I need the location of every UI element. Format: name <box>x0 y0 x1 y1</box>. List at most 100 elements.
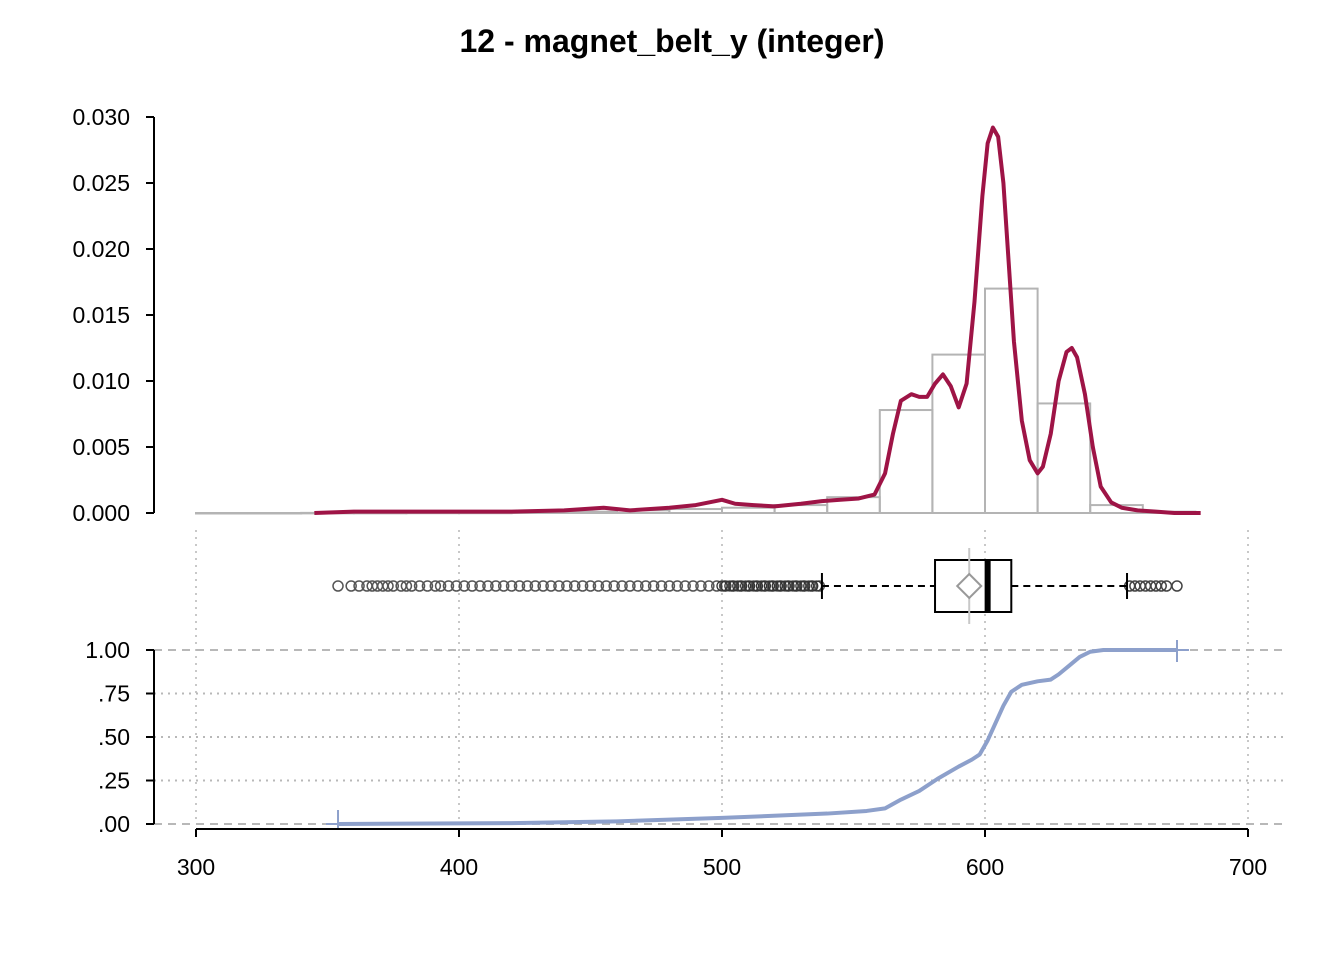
outlier-point <box>568 580 581 592</box>
outlier-point <box>732 580 744 592</box>
outlier-point <box>490 580 502 592</box>
y-tick-label: 0.015 <box>72 302 130 328</box>
outlier-point <box>795 580 807 592</box>
outlier-point <box>751 580 764 592</box>
y-tick-label: .75 <box>98 681 130 707</box>
outlier-point <box>513 580 526 592</box>
outlier-point <box>779 580 791 592</box>
outlier-point <box>720 580 732 592</box>
outlier-point <box>400 580 413 592</box>
outlier-point <box>332 580 344 592</box>
outlier-point <box>767 580 779 592</box>
outlier-point <box>442 580 455 592</box>
outlier-point <box>529 580 542 592</box>
y-tick-label: 0.005 <box>72 434 130 460</box>
outlier-point <box>791 580 803 592</box>
outlier-point <box>382 580 394 592</box>
y-tick-label: .50 <box>98 724 130 750</box>
x-tick-label: 600 <box>966 854 1004 880</box>
y-tick-label: .00 <box>98 811 130 837</box>
outlier-point <box>413 580 426 592</box>
outlier-point <box>345 580 357 592</box>
outlier-point <box>679 580 691 592</box>
mean-diamond <box>955 572 983 600</box>
density-curve <box>314 125 1201 515</box>
histogram-bar <box>563 510 618 514</box>
x-tick-label: 500 <box>703 854 741 880</box>
outlier-point <box>671 580 684 592</box>
outlier-point <box>1155 580 1167 592</box>
boxplot-panel <box>195 530 1249 824</box>
outlier-point <box>747 580 760 592</box>
outlier-point <box>545 580 557 592</box>
y-tick-label: .25 <box>98 768 130 794</box>
outlier-point <box>576 580 589 592</box>
outlier-point <box>710 580 723 592</box>
outlier-point <box>695 580 707 592</box>
outlier-point <box>647 580 660 592</box>
outlier-point <box>783 580 795 592</box>
outlier-point <box>687 580 699 592</box>
outlier-point <box>458 580 471 592</box>
outlier-point <box>600 580 613 592</box>
outlier-point <box>561 580 573 592</box>
histogram-bar <box>247 512 303 515</box>
outlier-point <box>482 580 494 592</box>
outlier-point <box>592 580 605 592</box>
outlier-point <box>353 580 365 592</box>
outlier-point <box>724 580 736 592</box>
histogram-bar <box>195 512 250 515</box>
x-tick-label: 300 <box>177 854 215 880</box>
outlier-point <box>624 580 636 592</box>
outlier-point <box>763 580 775 592</box>
outlier-point <box>537 580 549 592</box>
outlier-point <box>553 580 565 592</box>
outlier-point <box>759 580 772 592</box>
outlier-point <box>736 580 748 592</box>
outlier-point <box>466 580 478 592</box>
outlier-point <box>632 580 644 592</box>
x-tick-label: 400 <box>440 854 478 880</box>
outlier-point <box>803 580 815 592</box>
histogram-bar <box>1036 402 1092 514</box>
outlier-point <box>474 580 486 592</box>
outlier-point <box>740 580 752 592</box>
outlier-point <box>743 580 756 592</box>
histogram-panel: 0.000 0.005 0.010 0.015 0.020 0.025 0.030 <box>72 104 1201 526</box>
outlier-point <box>1171 580 1183 592</box>
x-tick-label: 700 <box>1229 854 1267 880</box>
y-tick-label: 1.00 <box>85 637 130 663</box>
outlier-point <box>639 580 652 592</box>
outlier-point <box>387 580 399 592</box>
outlier-point <box>505 580 518 592</box>
chart-title: 12 - magnet_belt_y (integer) <box>460 23 885 59</box>
outlier-point <box>521 580 534 592</box>
histogram-bar <box>668 508 724 515</box>
outlier-point <box>807 580 819 592</box>
outlier-point <box>584 580 597 592</box>
outlier-point <box>755 580 768 592</box>
outlier-point <box>497 580 510 592</box>
y-tick-label: 0.010 <box>72 368 130 394</box>
outlier-point <box>405 580 418 592</box>
outlier-point <box>655 580 668 592</box>
outlier-point <box>787 580 799 592</box>
outlier-point <box>450 580 463 592</box>
outlier-point <box>434 580 447 592</box>
outlier-point <box>799 580 811 592</box>
outlier-point <box>429 580 442 592</box>
ecdf-panel: 1.00 .75 .50 .25 .00 300 400 500 600 700 <box>85 637 1285 880</box>
ecdf-curve <box>338 648 1177 826</box>
outlier-point <box>775 580 787 592</box>
outlier-point <box>421 580 434 592</box>
histogram-bar <box>721 506 776 515</box>
outlier-point <box>703 580 715 592</box>
outlier-point <box>771 580 783 592</box>
outlier-point <box>716 580 728 592</box>
y-tick-label: 0.030 <box>72 104 130 130</box>
outlier-point <box>663 580 676 592</box>
outlier-point <box>616 580 628 592</box>
y-tick-label: 0.020 <box>72 236 130 262</box>
outlier-point <box>728 580 740 592</box>
